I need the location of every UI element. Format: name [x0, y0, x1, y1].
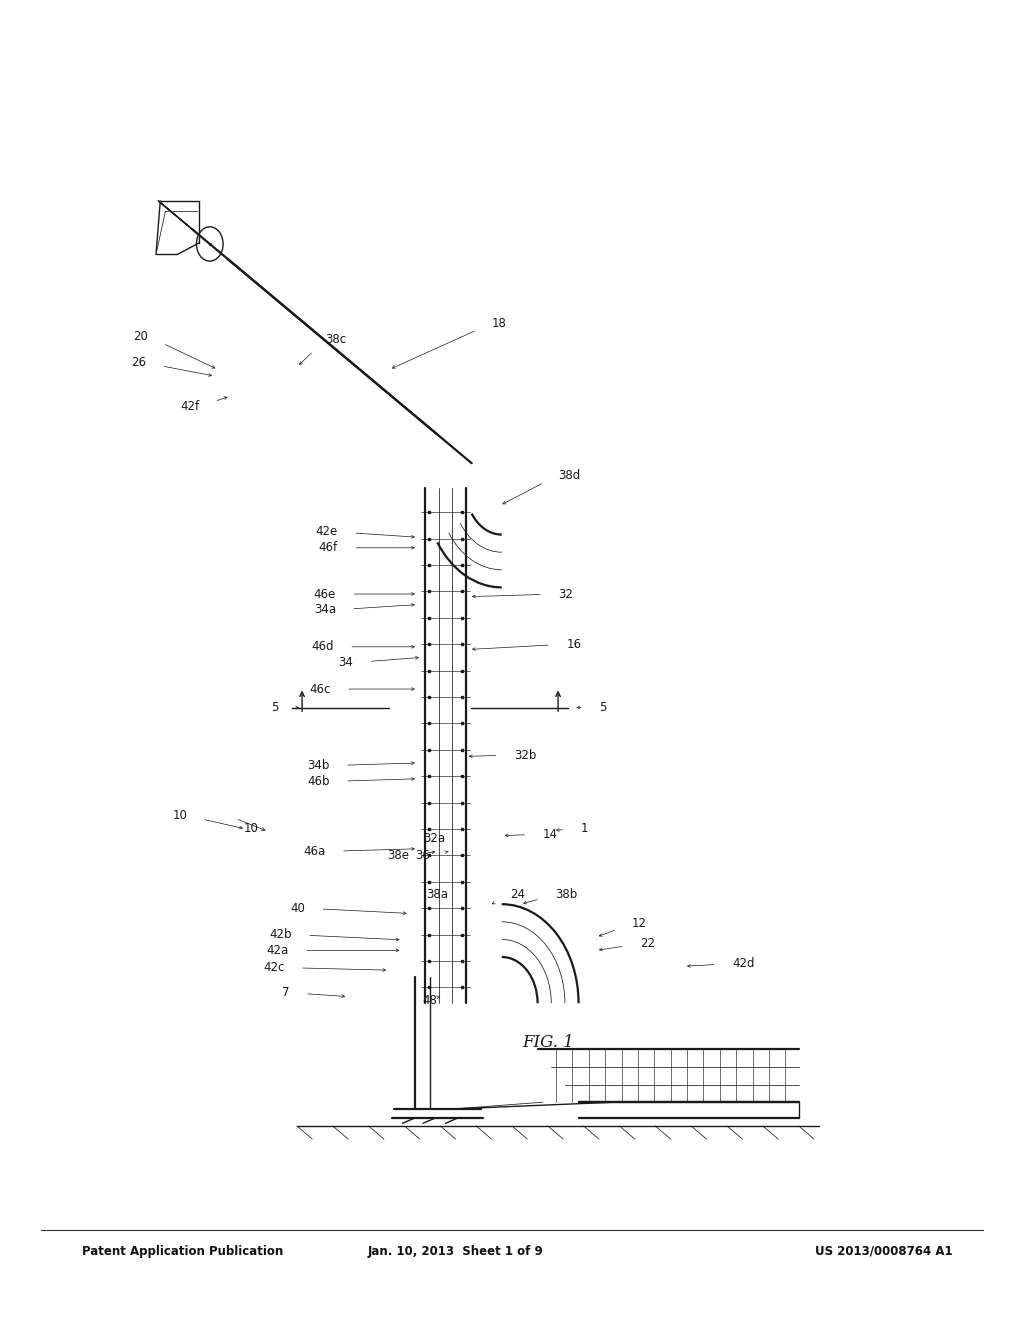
- Text: 42c: 42c: [263, 961, 285, 974]
- Text: 10: 10: [172, 809, 187, 822]
- Text: 42b: 42b: [269, 928, 292, 941]
- Text: US 2013/0008764 A1: US 2013/0008764 A1: [815, 1245, 952, 1258]
- Text: 34: 34: [338, 656, 353, 669]
- Text: 42d: 42d: [732, 957, 755, 970]
- Text: 24: 24: [510, 888, 525, 902]
- Text: 46e: 46e: [313, 587, 336, 601]
- Text: Jan. 10, 2013  Sheet 1 of 9: Jan. 10, 2013 Sheet 1 of 9: [368, 1245, 544, 1258]
- Text: 38d: 38d: [558, 469, 581, 482]
- Text: 38e: 38e: [388, 849, 410, 862]
- Text: FIG. 1: FIG. 1: [522, 1035, 573, 1051]
- Text: 46b: 46b: [307, 775, 330, 788]
- Text: 46c: 46c: [309, 682, 331, 696]
- Text: 46a: 46a: [303, 845, 326, 858]
- Text: 34b: 34b: [307, 759, 330, 772]
- Text: 26: 26: [131, 356, 146, 370]
- Polygon shape: [159, 201, 227, 259]
- Text: 14: 14: [543, 828, 558, 841]
- Text: 32b: 32b: [514, 748, 537, 762]
- Text: 20: 20: [133, 330, 148, 343]
- Text: 42e: 42e: [315, 525, 338, 539]
- Text: 36: 36: [415, 849, 430, 862]
- Text: 34a: 34a: [313, 603, 336, 616]
- Text: 38a: 38a: [427, 888, 449, 902]
- Text: 38c: 38c: [326, 333, 347, 346]
- Text: 46d: 46d: [311, 640, 334, 653]
- Text: 32: 32: [558, 587, 573, 601]
- Text: 32a: 32a: [423, 832, 445, 845]
- Text: 22: 22: [640, 937, 655, 950]
- Text: Patent Application Publication: Patent Application Publication: [82, 1245, 284, 1258]
- Text: 16: 16: [566, 638, 582, 651]
- Text: 1: 1: [581, 822, 588, 836]
- Text: 7: 7: [283, 986, 290, 999]
- Text: 10: 10: [243, 821, 258, 834]
- Text: 12: 12: [632, 917, 647, 931]
- Text: 18: 18: [492, 317, 507, 330]
- Text: 48: 48: [422, 994, 437, 1007]
- Text: 42f: 42f: [180, 400, 200, 413]
- Text: 46f: 46f: [318, 541, 338, 554]
- Text: 42a: 42a: [266, 944, 289, 957]
- Text: 5: 5: [271, 701, 279, 714]
- Text: 5: 5: [599, 701, 606, 714]
- Text: 38b: 38b: [555, 888, 578, 902]
- Text: 40: 40: [290, 902, 305, 915]
